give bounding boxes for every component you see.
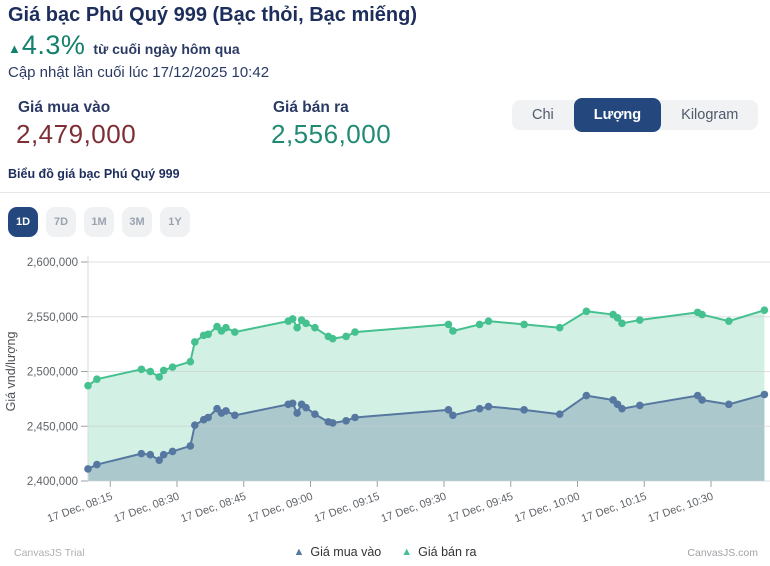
svg-text:17 Dec, 10:30: 17 Dec, 10:30 bbox=[647, 491, 715, 526]
change-label: từ cuối ngày hôm qua bbox=[93, 41, 240, 57]
chart-section-title: Biểu đồ giá bạc Phú Quý 999 bbox=[8, 167, 180, 181]
sell-series-marker-icon: ▲ bbox=[401, 545, 413, 558]
sell-price-value: 2,556,000 bbox=[271, 119, 392, 149]
change-percent: 4.3% bbox=[21, 30, 86, 60]
svg-text:17 Dec, 09:45: 17 Dec, 09:45 bbox=[446, 491, 514, 526]
price-change-row: ▲ 4.3% từ cuối ngày hôm qua bbox=[8, 30, 240, 61]
sell-price-label: Giá bán ra bbox=[273, 99, 349, 116]
svg-text:2,550,000: 2,550,000 bbox=[27, 312, 78, 324]
range-button-3m[interactable]: 3M bbox=[122, 207, 152, 237]
svg-text:17 Dec, 09:15: 17 Dec, 09:15 bbox=[313, 491, 381, 526]
last-updated-text: Cập nhật lần cuối lúc 17/12/2025 10:42 bbox=[8, 64, 270, 81]
svg-text:Giá vnd/lượng: Giá vnd/lượng bbox=[4, 332, 18, 412]
unit-button-kilogram[interactable]: Kilogram bbox=[661, 98, 758, 132]
legend-label-sell: Giá bán ra bbox=[418, 545, 477, 559]
up-arrow-icon: ▲ bbox=[8, 41, 21, 56]
range-button-7d[interactable]: 7D bbox=[46, 207, 76, 237]
price-chart[interactable]: 2,400,000 2,450,000 2,500,000 2,550,000 2,60… bbox=[0, 250, 770, 566]
svg-text:17 Dec, 09:00: 17 Dec, 09:00 bbox=[246, 491, 314, 526]
buy-price-value: 2,479,000 bbox=[16, 119, 137, 149]
range-button-1m[interactable]: 1M bbox=[84, 207, 114, 237]
range-button-1y[interactable]: 1Y bbox=[160, 207, 190, 237]
legend-item-sell[interactable]: ▲ Giá bán ra bbox=[401, 545, 476, 559]
canvasjs-trial-watermark: CanvasJS Trial bbox=[14, 547, 85, 559]
chart-legend: ▲ Giá mua vào ▲ Giá bán ra bbox=[0, 545, 770, 559]
svg-text:17 Dec, 10:15: 17 Dec, 10:15 bbox=[580, 491, 648, 526]
price-chart-canvas[interactable]: 2,400,000 2,450,000 2,500,000 2,550,000 2,60… bbox=[0, 250, 770, 566]
page-title: Giá bạc Phú Quý 999 (Bạc thỏi, Bạc miếng… bbox=[8, 4, 417, 26]
svg-text:17 Dec, 08:45: 17 Dec, 08:45 bbox=[179, 491, 247, 526]
svg-text:2,600,000: 2,600,000 bbox=[27, 257, 78, 269]
unit-button-luong[interactable]: Lượng bbox=[573, 98, 662, 132]
unit-toggle-group: Chi Lượng Kilogram bbox=[512, 98, 759, 132]
section-divider bbox=[0, 192, 770, 193]
svg-text:17 Dec, 10:00: 17 Dec, 10:00 bbox=[513, 491, 581, 526]
legend-label-buy: Giá mua vào bbox=[310, 545, 382, 559]
svg-text:17 Dec, 08:30: 17 Dec, 08:30 bbox=[113, 491, 181, 526]
svg-text:2,500,000: 2,500,000 bbox=[27, 367, 78, 379]
svg-text:17 Dec, 09:30: 17 Dec, 09:30 bbox=[380, 491, 448, 526]
range-button-1d[interactable]: 1D bbox=[8, 207, 38, 237]
buy-price-label: Giá mua vào bbox=[18, 99, 111, 116]
buy-series-marker-icon: ▲ bbox=[293, 545, 305, 558]
canvasjs-credit-link[interactable]: CanvasJS.com bbox=[687, 547, 758, 559]
svg-text:17 Dec, 08:15: 17 Dec, 08:15 bbox=[46, 491, 114, 526]
legend-item-buy[interactable]: ▲ Giá mua vào bbox=[293, 545, 381, 559]
range-button-group: 1D 7D 1M 3M 1Y bbox=[8, 207, 190, 237]
unit-button-chi[interactable]: Chi bbox=[512, 98, 574, 132]
svg-text:2,400,000: 2,400,000 bbox=[27, 476, 78, 488]
svg-text:2,450,000: 2,450,000 bbox=[27, 421, 78, 433]
